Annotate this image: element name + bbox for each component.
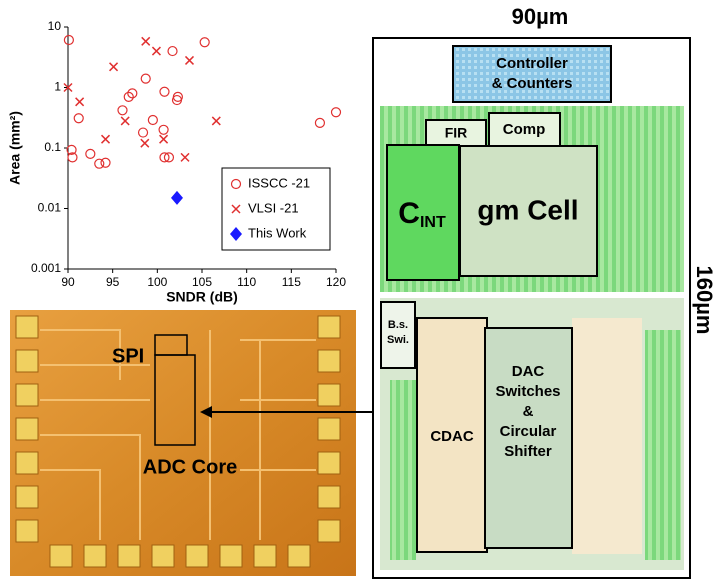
y-tick-label: 0.01 (38, 201, 62, 215)
bs-switch-label: Swi. (387, 334, 409, 346)
point (63, 34, 74, 46)
point (63, 82, 73, 93)
point (85, 148, 96, 159)
gm-cell-label: gm Cell (477, 194, 578, 225)
die-photo: SPI ADC Core (10, 310, 356, 576)
point (167, 45, 178, 57)
y-tick-label: 10 (48, 19, 62, 33)
point (159, 152, 170, 163)
point (120, 116, 130, 126)
dac-switches-label: DAC (512, 363, 545, 380)
controller-label: Controller (496, 55, 568, 72)
point (75, 97, 85, 107)
y-tick-label: 1 (54, 80, 61, 94)
point (123, 91, 134, 102)
x-tick-label: 115 (282, 275, 301, 289)
point (140, 73, 151, 84)
adc-core-label: ADC Core (143, 456, 237, 478)
dac-switches-label: Circular (500, 423, 557, 440)
cint-sub: INT (420, 214, 446, 231)
dac-switches-box (484, 327, 573, 549)
point (94, 158, 105, 169)
point (158, 124, 169, 135)
point (100, 134, 111, 144)
point (100, 157, 111, 168)
controller-label: & Counters (492, 75, 573, 92)
point (117, 105, 128, 116)
bs-switch-label: B.s. (388, 319, 408, 331)
right-strip (645, 330, 681, 560)
legend-marker (230, 178, 242, 190)
legend-marker (230, 227, 242, 241)
point (171, 94, 183, 106)
point (109, 62, 119, 72)
cint-main: C (398, 197, 420, 230)
die-background (10, 310, 356, 576)
point (151, 46, 161, 56)
comp-label: Comp (503, 121, 546, 138)
point (163, 152, 175, 163)
x-axis-label: SNDR (dB) (166, 289, 238, 305)
arrow-head (200, 406, 212, 418)
fir-box (425, 119, 487, 147)
dac-switches-label: Switches (495, 383, 560, 400)
point (141, 36, 151, 46)
width-label: 90µm (512, 4, 569, 29)
point (147, 114, 158, 126)
point (159, 134, 169, 144)
cdac-label: CDAC (430, 428, 473, 445)
point (199, 37, 210, 48)
pads (15, 315, 341, 568)
x-tick-label: 95 (106, 275, 120, 289)
spi-label: SPI (112, 345, 144, 367)
point (159, 86, 170, 97)
point (211, 116, 221, 126)
bs-switch-box (380, 301, 416, 369)
legend-label: ISSCC -21 (248, 175, 310, 190)
point (140, 138, 150, 148)
point (66, 144, 77, 156)
point (127, 88, 138, 99)
point (137, 127, 149, 138)
x-tick-label: 120 (326, 275, 346, 289)
point (314, 117, 326, 128)
controller-box (452, 45, 612, 103)
x-tick-label: 100 (147, 275, 167, 289)
cdac-box (416, 317, 488, 553)
dac-switches-label: & (523, 403, 534, 420)
point (73, 113, 84, 124)
point (184, 55, 195, 65)
legend-marker (231, 204, 241, 214)
point (67, 152, 78, 163)
x-tick-label: 105 (192, 275, 212, 289)
gm-cell-box (459, 145, 598, 277)
adc-core-box (154, 354, 196, 446)
right-array (572, 318, 642, 554)
left-strip (390, 380, 416, 560)
y-tick-label: 0.001 (31, 261, 61, 275)
x-tick-label: 90 (61, 275, 75, 289)
y-axis-label: Area (mm²) (7, 111, 23, 185)
comp-box (488, 112, 561, 147)
dac-switches-label: Shifter (504, 443, 552, 460)
legend-label: This Work (248, 225, 307, 240)
layout: 90µm 160µm Controller & Counters FIR Com… (372, 4, 717, 579)
height-label: 160µm (692, 266, 717, 335)
x-tick-label: 110 (237, 275, 256, 289)
point (170, 190, 183, 205)
legend-label: VLSI -21 (248, 200, 299, 215)
point (330, 107, 342, 118)
cint-label: CINT (398, 197, 446, 231)
point (180, 152, 190, 162)
y-tick-label: 0.1 (44, 140, 61, 154)
die-wires (40, 329, 316, 540)
fir-label: FIR (445, 125, 468, 141)
